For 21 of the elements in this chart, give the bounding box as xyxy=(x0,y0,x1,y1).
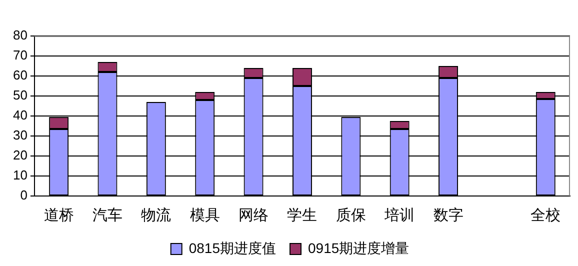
y-tick-label: 40 xyxy=(12,108,28,123)
y-tick-label: 60 xyxy=(12,68,28,83)
x-tick-label: 道桥 xyxy=(44,207,74,224)
y-tick-label: 20 xyxy=(12,148,28,163)
y-tick-label: 10 xyxy=(12,168,28,183)
y-tick-label: 50 xyxy=(12,88,28,103)
x-tick-label: 物流 xyxy=(141,207,172,224)
legend-label: 0915期进度增量 xyxy=(308,240,410,256)
y-tick-label: 30 xyxy=(12,128,28,143)
x-tick-label: 数字 xyxy=(433,207,464,224)
y-tick-label: 0 xyxy=(20,188,28,203)
y-tick-label: 80 xyxy=(12,28,28,43)
x-tick-label: 模具 xyxy=(190,207,220,224)
x-tick-label: 全校 xyxy=(530,207,561,224)
x-tick-label: 学生 xyxy=(287,207,318,224)
x-tick-label: 培训 xyxy=(384,207,415,224)
legend-label: 0815期进度值 xyxy=(188,240,276,256)
x-tick-label: 网络 xyxy=(238,207,269,224)
y-tick-label: 70 xyxy=(12,48,28,63)
x-tick-label: 质保 xyxy=(336,207,366,224)
x-tick-label: 汽车 xyxy=(92,207,122,224)
